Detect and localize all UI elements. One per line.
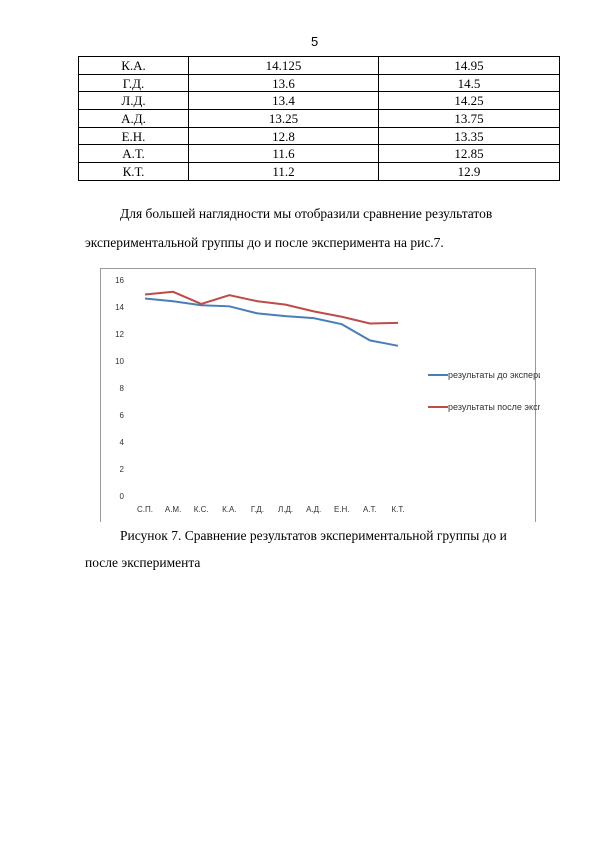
- table-cell: 14.25: [378, 91, 560, 111]
- x-tick-label: Г.Д.: [251, 505, 264, 514]
- table-cell: 12.85: [378, 144, 560, 164]
- table-cell: К.Т.: [78, 162, 189, 181]
- y-tick-label: 8: [120, 384, 125, 393]
- table-row: А.Д. 13.25 13.75: [78, 109, 560, 128]
- table-row: А.Т. 11.6 12.85: [78, 144, 560, 164]
- x-tick-label: А.М.: [165, 505, 181, 514]
- table-row: К.А. 14.125 14.95: [78, 56, 560, 75]
- caption-line: Рисунок 7. Сравнение результатов экспери…: [120, 528, 507, 543]
- paragraph-line: Для большей наглядности мы отобразили ср…: [120, 206, 493, 221]
- caption-line: после эксперимента: [85, 555, 201, 570]
- paragraph-line: экспериментальной группы до и после эксп…: [85, 235, 444, 250]
- table-row: Л.Д. 13.4 14.25: [78, 91, 560, 111]
- x-tick-label: С.П.: [137, 505, 153, 514]
- legend-label: результаты до эксперимента: [448, 370, 540, 380]
- y-tick-label: 2: [120, 465, 125, 474]
- legend-label: результаты после эксперимента: [448, 402, 540, 412]
- data-line: [144, 290, 399, 325]
- y-tick-label: 6: [120, 411, 125, 420]
- table-cell: 14.95: [378, 56, 560, 75]
- x-tick-label: Л.Д.: [278, 505, 293, 514]
- x-tick-label: А.Т.: [363, 505, 377, 514]
- table-row: К.Т. 11.2 12.9: [78, 162, 560, 181]
- legend-entry: результаты до эксперимента: [448, 370, 540, 380]
- x-tick-label: К.Т.: [391, 505, 404, 514]
- legend-entry: результаты после эксперимента: [448, 402, 540, 412]
- table-cell: 11.6: [188, 144, 379, 164]
- x-tick-label: Е.Н.: [334, 505, 350, 514]
- chart: 0 2 4 6 8 10 12 14 16 С.П. А.М. К.С. К.А. Г.Д. Л.Д. А.Д…: [100, 268, 540, 522]
- y-tick-label: 10: [115, 357, 124, 366]
- chart-frame: [100, 268, 536, 522]
- data-line: [144, 297, 399, 347]
- x-tick-label: А.Д.: [306, 505, 321, 514]
- x-tick-label: К.А.: [222, 505, 236, 514]
- table-cell: 12.9: [378, 162, 560, 181]
- y-tick-label: 14: [115, 303, 124, 312]
- y-tick-label: 16: [115, 276, 124, 285]
- y-tick-label: 4: [120, 438, 125, 447]
- y-tick-label: 0: [120, 492, 125, 501]
- y-tick-label: 12: [115, 330, 124, 339]
- table-row: Е.Н. 12.8 13.35: [78, 126, 560, 146]
- results-table: К.А. 14.125 14.95 Г.Д. 13.6 14.5 Л.Д. 13.4 14.25…: [78, 56, 560, 181]
- table-cell: Г.Д.: [78, 73, 189, 93]
- x-tick-label: К.С.: [194, 505, 209, 514]
- table-cell: 11.2: [188, 162, 379, 181]
- page-number: 5: [311, 34, 319, 49]
- table-cell: Е.Н.: [78, 126, 189, 146]
